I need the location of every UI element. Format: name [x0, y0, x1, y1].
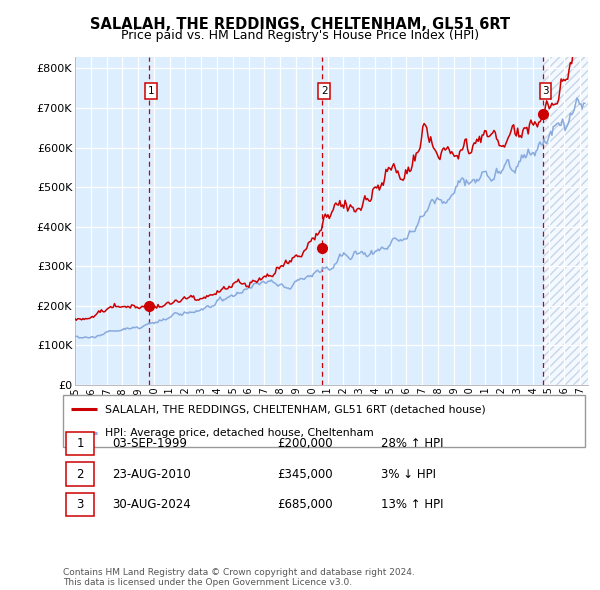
- Bar: [65, 463, 94, 486]
- Bar: [65, 493, 94, 516]
- Text: 28% ↑ HPI: 28% ↑ HPI: [382, 437, 444, 450]
- Text: £685,000: £685,000: [277, 497, 332, 511]
- Bar: [543, 57, 588, 385]
- Text: 1: 1: [148, 86, 154, 96]
- Text: SALALAH, THE REDDINGS, CHELTENHAM, GL51 6RT (detached house): SALALAH, THE REDDINGS, CHELTENHAM, GL51 …: [105, 404, 485, 414]
- Text: Contains HM Land Registry data © Crown copyright and database right 2024.
This d: Contains HM Land Registry data © Crown c…: [63, 568, 415, 587]
- Text: 23-AUG-2010: 23-AUG-2010: [113, 467, 191, 481]
- Text: 30-AUG-2024: 30-AUG-2024: [113, 497, 191, 511]
- Text: 2: 2: [76, 467, 84, 481]
- Text: 2: 2: [321, 86, 328, 96]
- Text: SALALAH, THE REDDINGS, CHELTENHAM, GL51 6RT: SALALAH, THE REDDINGS, CHELTENHAM, GL51 …: [90, 17, 510, 31]
- Text: HPI: Average price, detached house, Cheltenham: HPI: Average price, detached house, Chel…: [105, 428, 374, 438]
- Bar: [65, 432, 94, 455]
- Text: Price paid vs. HM Land Registry's House Price Index (HPI): Price paid vs. HM Land Registry's House …: [121, 29, 479, 42]
- Text: 3: 3: [76, 497, 83, 511]
- Text: 1: 1: [76, 437, 84, 450]
- Text: £345,000: £345,000: [277, 467, 332, 481]
- Text: 3% ↓ HPI: 3% ↓ HPI: [382, 467, 436, 481]
- Text: 13% ↑ HPI: 13% ↑ HPI: [382, 497, 444, 511]
- Text: £200,000: £200,000: [277, 437, 332, 450]
- Text: 03-SEP-1999: 03-SEP-1999: [113, 437, 188, 450]
- Bar: [543, 57, 588, 385]
- Text: 3: 3: [542, 86, 549, 96]
